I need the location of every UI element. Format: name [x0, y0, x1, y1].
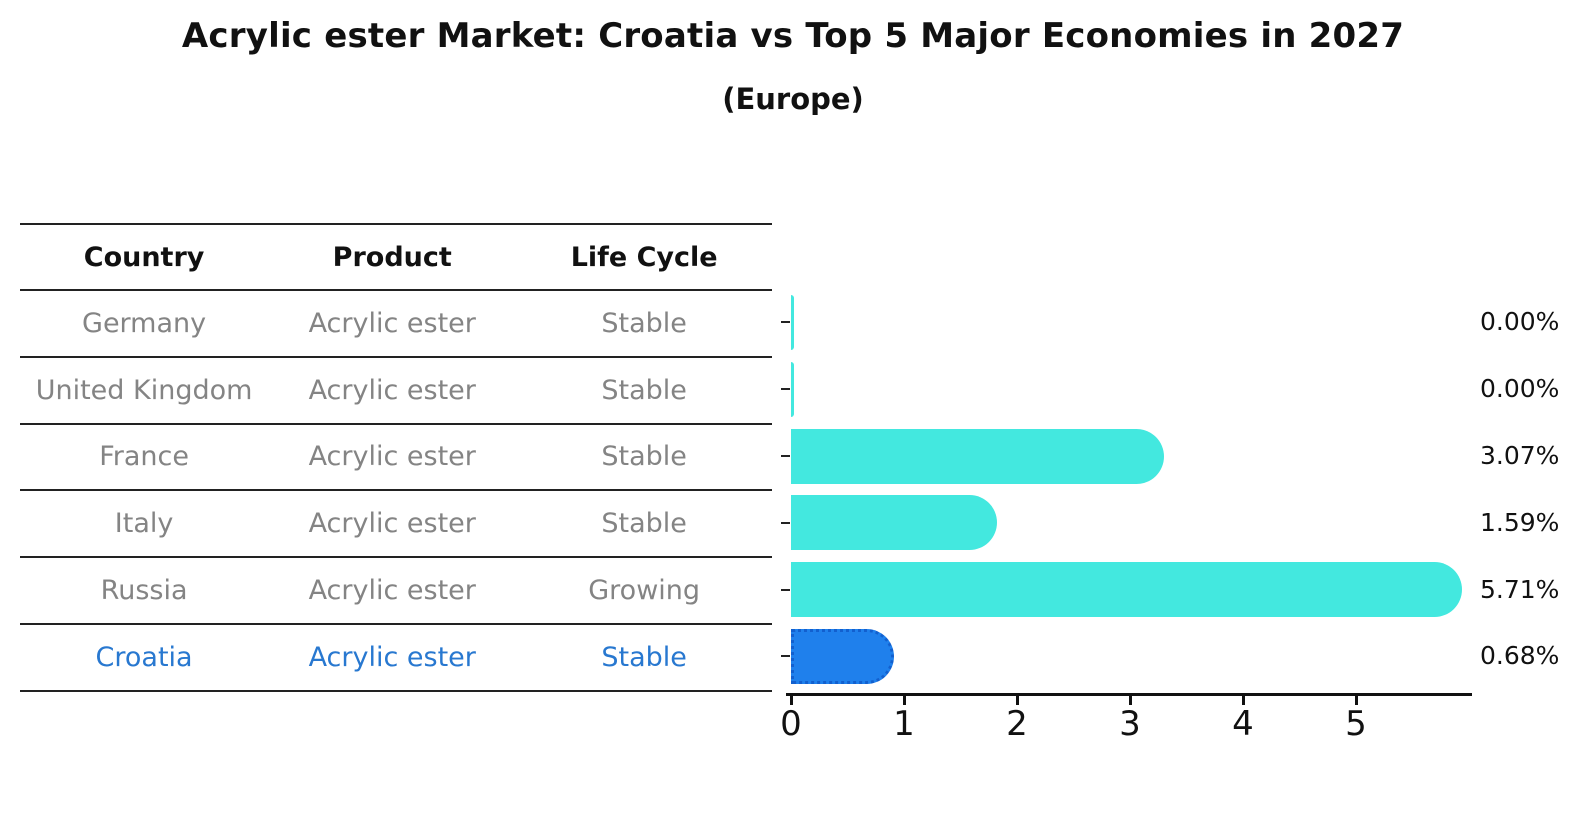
value-label: 0.68%: [1480, 641, 1560, 671]
life-cycle-cell: Stable: [601, 641, 687, 673]
country-cell: Italy: [114, 508, 174, 540]
table-row: Russia Acrylic ester Growing: [20, 558, 772, 625]
column-header-product: Product: [332, 241, 452, 273]
chart-title: Acrylic ester Market: Croatia vs Top 5 M…: [181, 16, 1405, 56]
x-axis-tick-label: 5: [1345, 704, 1367, 744]
x-axis-tick-label: 0: [780, 704, 802, 744]
table-row: United Kingdom Acrylic ester Stable: [20, 358, 772, 425]
life-cycle-cell: Stable: [601, 307, 687, 339]
x-axis-line: [786, 693, 1472, 696]
x-axis-tick-label: 1: [893, 704, 915, 744]
value-label: 0.00%: [1480, 307, 1560, 337]
bar: [791, 428, 1164, 484]
table-row: Germany Acrylic ester Stable: [20, 291, 772, 358]
x-axis-tick-label: 3: [1119, 704, 1141, 744]
product-cell: Acrylic ester: [308, 374, 476, 406]
life-cycle-cell: Growing: [588, 575, 701, 607]
life-cycle-cell: Stable: [601, 374, 687, 406]
life-cycle-cell: Stable: [601, 441, 687, 473]
table-row: Italy Acrylic ester Stable: [20, 491, 772, 559]
product-cell: Acrylic ester: [308, 441, 476, 473]
bar: [791, 361, 794, 417]
product-cell: Acrylic ester: [308, 508, 476, 540]
y-axis-tick: [781, 521, 790, 524]
y-axis-tick: [781, 455, 790, 457]
value-label: 1.59%: [1480, 507, 1560, 537]
y-axis-tick: [781, 655, 790, 658]
country-cell: Croatia: [95, 641, 193, 673]
x-axis-tick: [1128, 696, 1132, 705]
column-header-life-cycle: Life Cycle: [570, 241, 718, 273]
column-header-country: Country: [83, 241, 205, 273]
y-axis-tick: [781, 588, 790, 591]
table-header-row: Country Product Life Cycle: [20, 225, 772, 291]
product-cell: Acrylic ester: [308, 575, 476, 607]
x-axis-tick: [1354, 696, 1358, 705]
country-cell: United Kingdom: [35, 374, 253, 406]
country-cell: France: [99, 441, 189, 473]
value-label: 5.71%: [1480, 574, 1560, 604]
x-axis-tick: [1241, 696, 1245, 705]
bar: [791, 562, 1463, 618]
country-cell: Russia: [100, 575, 188, 607]
x-axis-tick: [789, 696, 793, 705]
bar: [791, 495, 997, 551]
x-axis-tick: [902, 696, 906, 705]
bar-highlighted: [791, 628, 894, 684]
bar: [791, 294, 794, 350]
x-axis-tick-label: 2: [1006, 704, 1028, 744]
value-label: 3.07%: [1480, 441, 1560, 470]
y-axis-tick: [781, 321, 790, 324]
legend-table: Country Product Life Cycle Germany Acryl…: [20, 223, 772, 692]
x-axis-tick-label: 4: [1232, 704, 1254, 744]
y-axis-tick: [781, 388, 790, 391]
chart-subtitle: (Europe): [722, 82, 864, 116]
table-row: France Acrylic ester Stable: [20, 425, 772, 492]
life-cycle-cell: Stable: [601, 508, 687, 540]
table-row-highlighted: Croatia Acrylic ester Stable: [20, 625, 772, 692]
product-cell: Acrylic ester: [308, 307, 476, 339]
value-label: 0.00%: [1480, 374, 1560, 404]
country-cell: Germany: [82, 307, 207, 339]
x-axis-tick: [1015, 696, 1019, 705]
product-cell: Acrylic ester: [308, 641, 476, 673]
